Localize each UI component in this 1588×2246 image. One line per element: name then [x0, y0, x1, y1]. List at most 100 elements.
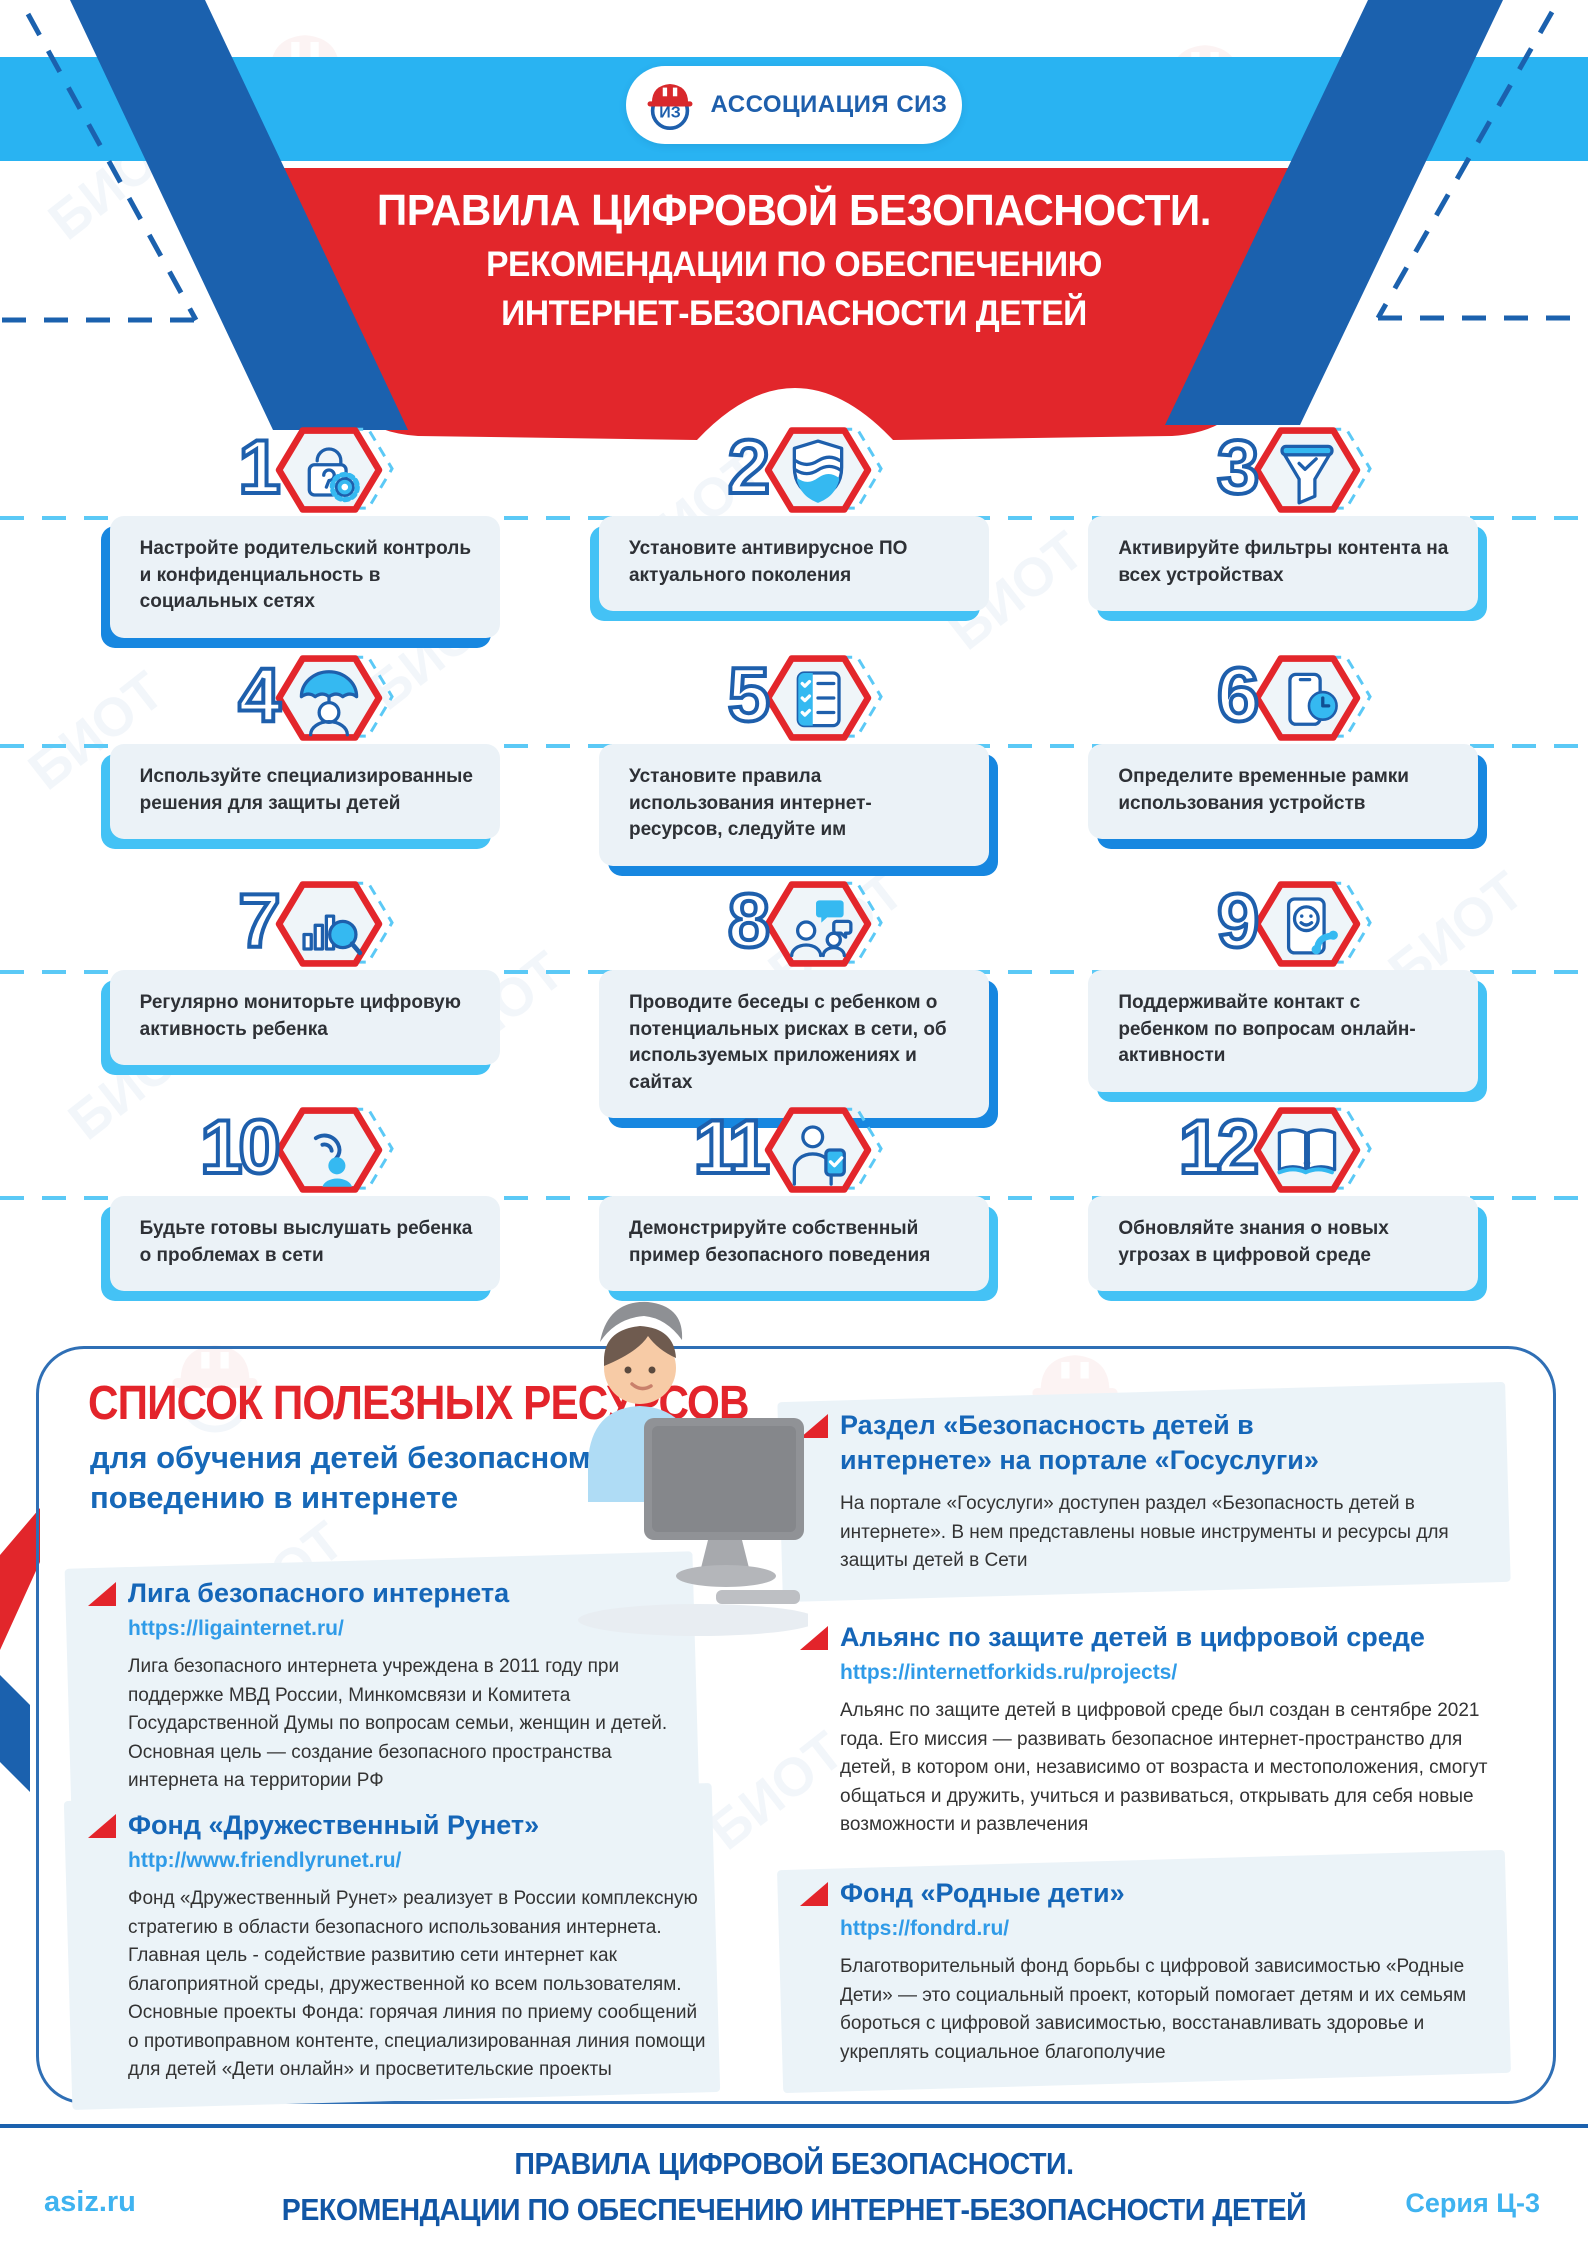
resource-title: Раздел «Безопасность детей в интернете» … — [840, 1410, 1319, 1476]
tip-11-card: Демонстрируйте собственный пример безопа… — [598, 1196, 989, 1292]
footer-site-link[interactable]: asiz.ru — [44, 2186, 136, 2218]
tip-8: 8 Проводите беседы с ребенком о потенциа… — [598, 878, 989, 1119]
tip-6-text: Определите временные рамки использования… — [1118, 766, 1409, 814]
tip-4-number: 4 — [236, 652, 282, 740]
tip-3-text: Активируйте фильтры контента на всех уст… — [1118, 538, 1449, 586]
resources-subheading: для обучения детей безопасному поведению… — [90, 1440, 608, 1516]
red-triangle-marker-icon — [800, 1882, 828, 1906]
role-model-icon — [752, 1104, 884, 1196]
tip-3-icon-block: 3 — [1163, 424, 1403, 516]
activity-monitor-icon — [263, 878, 395, 970]
resource-friendly-runet: Фонд «Дружественный Рунет» http://www.fr… — [88, 1808, 708, 2085]
resource-title: Фонд «Родные дети» — [840, 1878, 1125, 1908]
tips-row-2: 4 Используйте специализированные решения… — [60, 652, 1528, 866]
red-triangle-marker-icon — [88, 1814, 116, 1838]
left-diagonal-stripe — [70, 0, 408, 430]
poster-title-line1: ПРАВИЛА ЦИФРОВОЙ БЕЗОПАСНОСТИ. — [376, 186, 1212, 235]
tip-7-text: Регулярно мониторьте цифровую активность… — [139, 992, 461, 1040]
footer-series-label: Серия Ц-3 — [1405, 2188, 1540, 2218]
resource-title-row: Фонд «Дружественный Рунет» — [88, 1808, 708, 1843]
tip-7-icon-block: 7 — [185, 878, 425, 970]
resource-title: Лига безопасного интернета — [128, 1578, 510, 1608]
tip-12-icon-block: 12 — [1163, 1104, 1403, 1196]
association-name: АССОЦИАЦИЯ СИЗ — [710, 91, 948, 118]
resource-link[interactable]: http://www.friendlyrunet.ru/ — [128, 1849, 402, 1873]
resource-gosuslugi-section: Раздел «Безопасность детей в интернете» … — [800, 1408, 1500, 1576]
tip-9-text: Поддерживайте контакт с ребенком по вопр… — [1118, 992, 1416, 1067]
tip-10-icon-block: 10 — [185, 1104, 425, 1196]
footer-divider — [0, 2124, 1588, 2128]
tip-5: 5 Установите правила использования интер… — [598, 652, 989, 866]
tip-9-icon-block: 9 — [1163, 878, 1403, 970]
tip-2-number: 2 — [726, 424, 772, 512]
red-triangle-marker-icon — [800, 1414, 828, 1438]
knowledge-book-icon — [1241, 1104, 1373, 1196]
tip-2-card: Установите антивирусное ПО актуального п… — [598, 516, 989, 612]
red-triangle-marker-icon — [800, 1626, 828, 1650]
child-at-computer-illustration — [578, 1301, 808, 1636]
resource-title-row: Раздел «Безопасность детей в интернете» … — [800, 1408, 1500, 1478]
umbrella-protection-icon — [263, 652, 395, 744]
tip-12-number: 12 — [1177, 1104, 1262, 1192]
association-logo-pill: ИЗ АССОЦИАЦИЯ СИЗ — [626, 66, 962, 144]
tip-4-text: Используйте специализированные решения д… — [139, 766, 473, 814]
content-filter-funnel-icon — [1241, 424, 1373, 516]
poster-title-line3: ИНТЕРНЕТ-БЕЗОПАСНОСТИ ДЕТЕЙ — [501, 294, 1087, 333]
resource-description: Лига безопасного интернета учреждена в 2… — [128, 1656, 668, 1792]
tip-1-text: Настройте родительский контроль и конфид… — [139, 538, 472, 613]
tip-2-text: Установите антивирусное ПО актуального п… — [628, 538, 908, 586]
resource-description: Благотворительный фонд борьбы с цифровой… — [840, 1956, 1467, 2063]
tip-9-number: 9 — [1215, 878, 1261, 966]
tip-10-card: Будьте готовы выслушать ребенка о пробле… — [109, 1196, 500, 1292]
tip-11-number: 11 — [692, 1104, 772, 1192]
resource-alliance: Альянс по защите детей в цифровой среде … — [800, 1620, 1500, 1840]
poster-title: ПРАВИЛА ЦИФРОВОЙ БЕЗОПАСНОСТИ. РЕКОМЕНДА… — [32, 186, 1556, 334]
tip-6-card: Определите временные рамки использования… — [1088, 744, 1479, 840]
tip-5-icon-block: 5 — [674, 652, 914, 744]
rules-checklist-icon — [752, 652, 884, 744]
resource-description: Фонд «Дружественный Рунет» реализует в Р… — [128, 1888, 706, 2081]
siz-logo-icon: ИЗ — [645, 82, 694, 131]
tip-9-card: Поддерживайте контакт с ребенком по вопр… — [1088, 970, 1479, 1092]
resource-title-row: Альянс по защите детей в цифровой среде — [800, 1620, 1500, 1655]
tip-10-number: 10 — [198, 1104, 283, 1192]
tip-7: 7 Регулярно мониторьте цифровую активнос… — [109, 878, 500, 1118]
tip-7-number: 7 — [236, 878, 282, 966]
tip-10: 10 Будьте готовы выслушать ребенка о про… — [109, 1104, 500, 1292]
tip-6-icon-block: 6 — [1163, 652, 1403, 744]
right-diagonal-stripe — [1165, 0, 1503, 425]
tip-1: 1 Настройте родительский контроль и конф… — [109, 424, 500, 638]
resource-liga-internet: Лига безопасного интернета https://ligai… — [88, 1576, 688, 1796]
footer-title-line2: РЕКОМЕНДАЦИИ ПО ОБЕСПЕЧЕНИЮ ИНТЕРНЕТ-БЕЗ… — [281, 2192, 1307, 2227]
tip-10-text: Будьте готовы выслушать ребенка о пробле… — [139, 1218, 473, 1266]
tip-11-text: Демонстрируйте собственный пример безопа… — [628, 1218, 931, 1266]
red-triangle-marker-icon — [88, 1582, 116, 1606]
tip-3: 3 Активируйте фильтры контента на всех у… — [1088, 424, 1479, 638]
footer-title: ПРАВИЛА ЦИФРОВОЙ БЕЗОПАСНОСТИ. РЕКОМЕНДА… — [64, 2146, 1525, 2228]
resource-link[interactable]: https://internetforkids.ru/projects/ — [840, 1661, 1178, 1685]
phone-contact-icon — [1241, 878, 1373, 970]
dashed-corner-lines — [2, 10, 1586, 323]
listening-ear-icon — [263, 1104, 395, 1196]
tip-5-card: Установите правила использования интерне… — [598, 744, 989, 866]
resource-title: Фонд «Дружественный Рунет» — [128, 1810, 540, 1840]
tip-8-number: 8 — [726, 878, 772, 966]
tip-7-card: Регулярно мониторьте цифровую активность… — [109, 970, 500, 1066]
resources-container — [36, 1346, 1556, 2104]
tip-4: 4 Используйте специализированные решения… — [109, 652, 500, 866]
tip-2-icon-block: 2 — [674, 424, 914, 516]
resource-link[interactable]: https://fondrd.ru/ — [840, 1917, 1010, 1941]
lock-gear-icon — [263, 424, 395, 516]
left-edge-accents — [0, 1508, 40, 1792]
tip-6-number: 6 — [1215, 652, 1261, 740]
tip-1-number: 1 — [236, 424, 282, 512]
tip-9: 9 Поддерживайте контакт с ребенком по во… — [1088, 878, 1479, 1118]
resource-description: На портале «Госуслуги» доступен раздел «… — [840, 1493, 1449, 1572]
resource-link[interactable]: https://ligainternet.ru/ — [128, 1617, 344, 1641]
phone-clock-icon — [1241, 652, 1373, 744]
footer-title-line1: ПРАВИЛА ЦИФРОВОЙ БЕЗОПАСНОСТИ. — [514, 2146, 1074, 2181]
tip-4-card: Используйте специализированные решения д… — [109, 744, 500, 840]
tip-5-text: Установите правила использования интерне… — [628, 766, 872, 841]
tip-11: 11 Демонстрируйте собственный пример без… — [598, 1104, 989, 1292]
tip-8-icon-block: 8 — [674, 878, 914, 970]
